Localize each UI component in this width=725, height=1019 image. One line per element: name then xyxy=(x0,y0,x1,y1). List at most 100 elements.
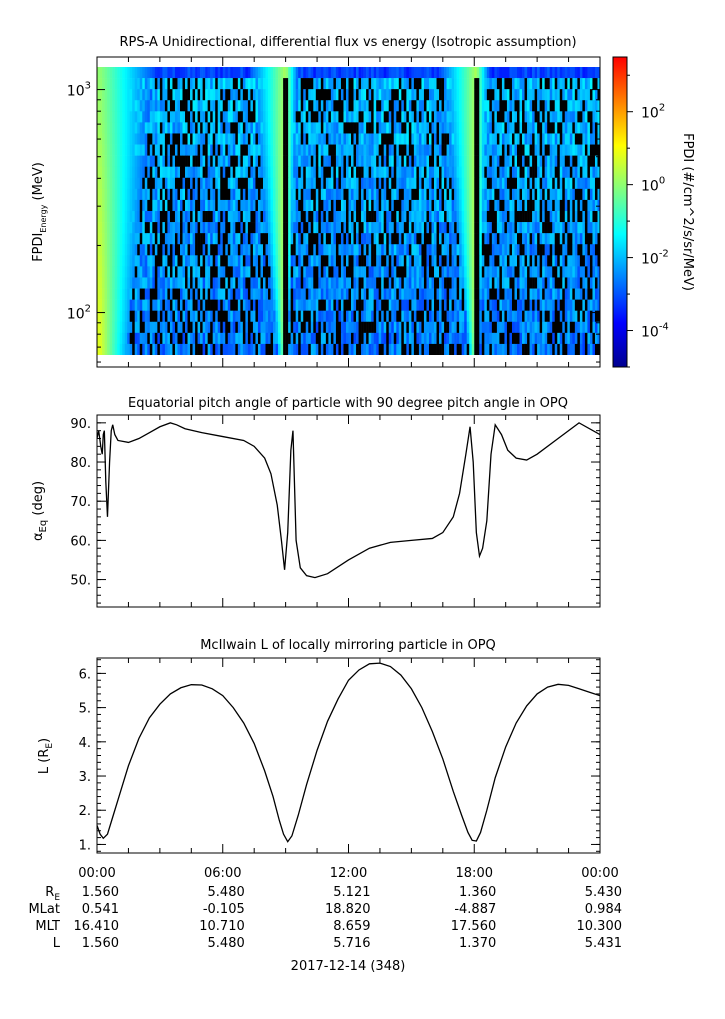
spectrogram-cell xyxy=(328,288,332,300)
spectrogram-cell xyxy=(157,89,161,101)
spectrogram-cell xyxy=(481,321,485,334)
spectrogram-cell xyxy=(172,177,176,190)
spectrogram-cell xyxy=(428,266,432,278)
spectrogram-cell xyxy=(363,111,367,123)
spectrogram-cell xyxy=(539,255,543,267)
spectrogram-cell xyxy=(202,155,206,167)
spectrogram-cell xyxy=(252,199,256,212)
spectrogram-cell xyxy=(227,277,231,289)
spectrogram-cell xyxy=(109,166,113,179)
spectrogram-cell xyxy=(278,332,281,345)
spectrogram-cell xyxy=(245,277,249,289)
spectrogram-cell xyxy=(562,299,566,311)
spectrogram-cell xyxy=(112,199,115,212)
spectrogram-cell xyxy=(142,299,146,311)
spectrogram-cell xyxy=(215,199,219,212)
spectrogram-cell xyxy=(396,188,400,201)
spectrogram-cell xyxy=(177,155,181,167)
spectrogram-cell xyxy=(373,255,377,267)
spectrogram-cell xyxy=(230,233,234,245)
spectrogram-cell xyxy=(280,288,284,300)
spectrogram-cell xyxy=(572,100,576,112)
spectrogram-cell xyxy=(230,100,234,112)
spectrogram-cell xyxy=(240,199,244,212)
spectrogram-cell xyxy=(185,266,188,278)
spectrogram-cell xyxy=(597,67,601,79)
spectrogram-cell xyxy=(247,122,251,134)
spectrogram-cell xyxy=(522,199,525,212)
spectrogram-cell xyxy=(494,67,498,79)
spectrogram-cell xyxy=(182,144,186,156)
spectrogram-cell xyxy=(320,67,324,79)
spectrogram-cell xyxy=(376,321,379,334)
spectrogram-cell xyxy=(494,244,498,256)
spectrogram-cell xyxy=(398,299,402,311)
spectrogram-cell xyxy=(567,288,571,300)
spectrogram-cell xyxy=(592,188,596,201)
spectrogram-cell xyxy=(408,332,412,345)
spectrogram-cell xyxy=(552,111,556,123)
spectrogram-cell xyxy=(162,166,166,179)
spectrogram-cell xyxy=(157,166,161,179)
spectrogram-cell xyxy=(313,188,317,201)
spectrogram-cell xyxy=(554,188,558,201)
spectrogram-cell xyxy=(117,166,120,179)
spectrogram-cell xyxy=(152,177,156,190)
spectrogram-cell xyxy=(285,78,289,90)
spectrogram-cell xyxy=(313,133,317,145)
spectrogram-cell xyxy=(270,299,274,311)
spectrogram-cell xyxy=(416,133,420,145)
spectrogram-cell xyxy=(255,277,259,289)
spectrogram-cell xyxy=(112,310,115,323)
spectrogram-cell xyxy=(564,244,568,256)
spectrogram-cell xyxy=(582,321,586,334)
spectrogram-cell xyxy=(542,100,545,112)
spectrogram-cell xyxy=(338,133,342,145)
spectrogram-cell xyxy=(421,244,425,256)
spectrogram-cell xyxy=(202,244,206,256)
spectrogram-cell xyxy=(139,100,143,112)
spectrogram-cell xyxy=(152,155,156,167)
spectrogram-cell xyxy=(210,233,213,245)
spectrogram-cell xyxy=(313,155,317,167)
spectrogram-cell xyxy=(589,288,593,300)
spectrogram-cell xyxy=(268,310,271,323)
spectrogram-cell xyxy=(318,166,322,179)
spectrogram-cell xyxy=(107,266,110,278)
spectrogram-cell xyxy=(582,155,586,167)
spectrogram-cell xyxy=(434,310,437,323)
spectrogram-cell xyxy=(506,155,510,167)
spectrogram-cell xyxy=(174,244,178,256)
spectrogram-cell xyxy=(97,78,100,90)
spectrogram-cell xyxy=(215,266,219,278)
spectrogram-cell xyxy=(494,332,498,345)
spectrogram-cell xyxy=(597,222,601,234)
spectrogram-cell xyxy=(270,89,274,101)
spectrogram-cell xyxy=(461,222,465,234)
spectrogram-cell xyxy=(338,255,342,267)
spectrogram-cell xyxy=(190,321,193,334)
spectrogram-cell xyxy=(466,310,470,323)
spectrogram-cell xyxy=(104,144,108,156)
spectrogram-cell xyxy=(222,332,226,345)
spectrogram-cell xyxy=(273,144,276,156)
spectrogram-cell xyxy=(164,166,168,179)
spectrogram-cell xyxy=(300,255,304,267)
spectrogram-cell xyxy=(459,310,462,323)
spectrogram-cell xyxy=(164,277,168,289)
spectrogram-cell xyxy=(534,155,538,167)
spectrogram-cell xyxy=(275,155,279,167)
spectrogram-cell xyxy=(476,89,480,101)
spectrogram-cell xyxy=(275,78,279,90)
spectrogram-cell xyxy=(99,321,103,334)
spectrogram-cell xyxy=(112,111,115,123)
spectrogram-cell xyxy=(298,177,302,190)
spectrogram-cell xyxy=(479,233,483,245)
spectrogram-cell xyxy=(484,188,488,201)
spectrogram-cell xyxy=(197,144,201,156)
spectrogram-cell xyxy=(348,89,352,101)
spectrogram-cell xyxy=(210,332,213,345)
spectrogram-cell xyxy=(506,310,510,323)
spectrogram-cell xyxy=(549,144,553,156)
spectrogram-cell xyxy=(225,299,229,311)
